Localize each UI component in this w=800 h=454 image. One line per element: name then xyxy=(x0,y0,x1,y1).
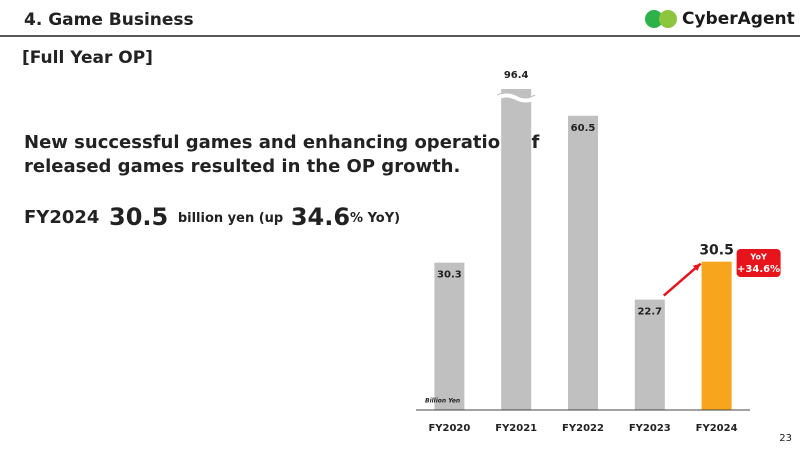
page-number: 23 xyxy=(779,433,792,444)
bar xyxy=(501,89,532,410)
bar xyxy=(634,299,665,410)
unit-label: Billion Yen xyxy=(425,398,460,405)
value-label: 30.5 xyxy=(699,243,734,259)
subtitle: [Full Year OP] xyxy=(22,48,153,68)
value-label: 60.5 xyxy=(571,123,596,134)
logo-text: CyberAgent xyxy=(682,9,795,29)
axis-break xyxy=(496,93,537,103)
value-label: 96.4 xyxy=(504,70,529,81)
logo: CyberAgent xyxy=(645,9,795,29)
axis-break xyxy=(496,92,536,98)
x-tick-label: FY2020 xyxy=(428,423,470,434)
header-title: 4. Game Business xyxy=(24,10,194,30)
x-tick-label: FY2021 xyxy=(495,423,537,434)
highlight-growth: 34.6 xyxy=(291,203,350,231)
highlight-unit: billion yen (up xyxy=(178,211,283,226)
growth-arrow xyxy=(662,262,702,297)
value-label: 30.3 xyxy=(437,270,462,281)
highlight-value: 30.5 xyxy=(109,203,168,231)
x-tick-label: FY2023 xyxy=(629,423,671,434)
bar xyxy=(434,262,465,410)
callout-box xyxy=(736,249,781,277)
logo-mark xyxy=(645,10,663,28)
x-tick-label: FY2024 xyxy=(696,423,738,434)
headline: released games resulted in the OP growth… xyxy=(24,156,460,177)
highlight-label: FY2024 xyxy=(24,207,99,228)
logo-mark xyxy=(659,10,677,28)
chart: 30.3 FY2020 96.4 FY2021 60.5 FY2022 22.7 FY2023… xyxy=(416,70,781,434)
highlight: FY2024 30.5 billion yen (up 34.6% YoY) xyxy=(24,203,400,231)
callout-title: YoY xyxy=(749,253,767,262)
bar xyxy=(568,115,598,410)
x-tick-label: FY2022 xyxy=(562,423,604,434)
growth-arrowhead xyxy=(692,263,701,272)
bar xyxy=(701,261,732,410)
callout-text: +34.6% xyxy=(737,264,780,275)
headline: New successful games and enhancing opera… xyxy=(24,132,540,153)
highlight-suffix: % YoY) xyxy=(350,211,400,226)
value-label: 22.7 xyxy=(637,307,662,318)
